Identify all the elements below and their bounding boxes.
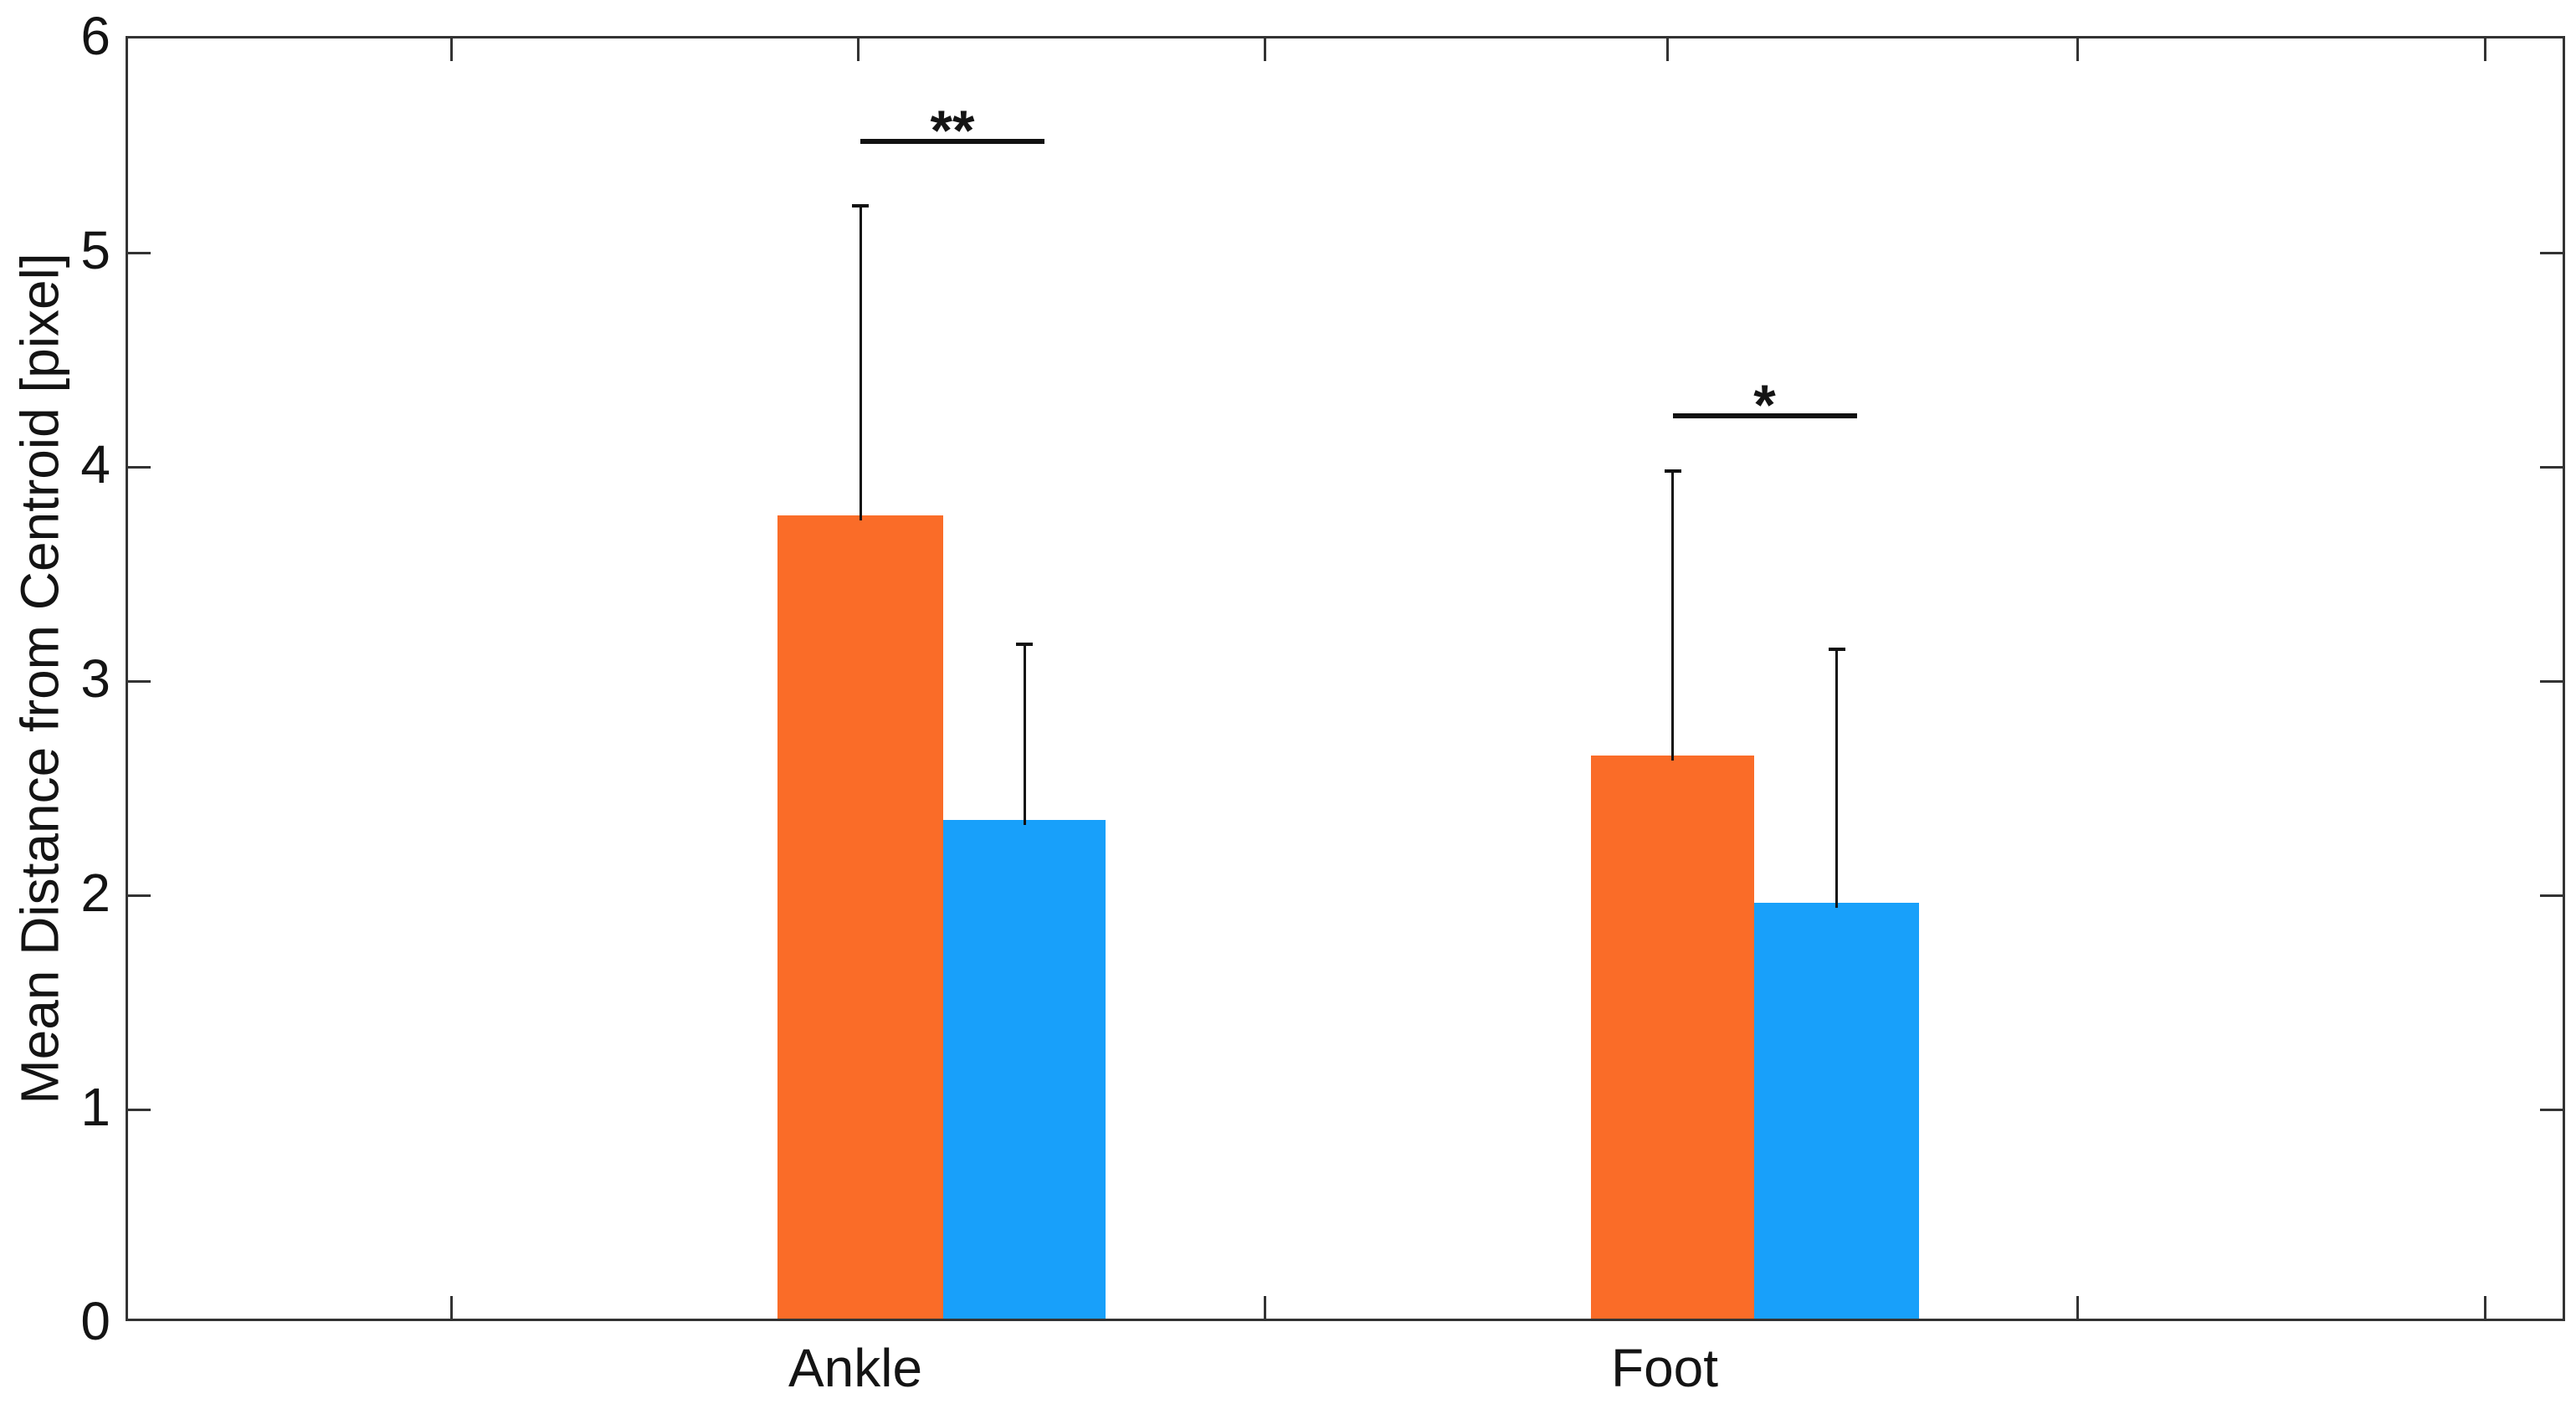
x-tick-label-foot: Foot (1610, 1338, 1719, 1398)
bar-ankle-orange (777, 515, 943, 1319)
y-tick-left-3 (128, 680, 151, 683)
x-tick-labels: Ankle Foot (126, 1341, 2565, 1408)
errorbar-ankle-blue (1023, 644, 1026, 825)
x-tick-bottom-2 (1264, 1296, 1266, 1319)
errorbar-cap-ankle-orange (852, 203, 869, 207)
errorbar-foot-orange (1671, 471, 1674, 761)
significance-line-ankle (860, 139, 1044, 145)
y-tick-right-3 (2540, 680, 2563, 683)
errorbar-ankle-orange (859, 205, 862, 520)
significance-line-foot (1672, 413, 1857, 418)
x-tick-bottom-5 (2484, 1296, 2486, 1319)
y-tick-right-4 (2540, 466, 2563, 469)
y-tick-left-1 (128, 1109, 151, 1111)
y-tick-label-0: 0 (80, 1291, 110, 1351)
y-tick-label-5: 5 (80, 220, 110, 280)
significance-label-foot: * (1753, 373, 1776, 437)
x-tick-bottom-4 (2076, 1296, 2079, 1319)
y-tick-left-4 (128, 466, 151, 469)
errorbar-foot-blue (1835, 648, 1838, 909)
x-tick-label-ankle: Ankle (788, 1338, 923, 1398)
y-tick-label-2: 2 (80, 863, 110, 923)
x-tick-top-5 (2484, 38, 2486, 61)
x-tick-bottom-0 (450, 1296, 453, 1319)
x-tick-top-1 (857, 38, 860, 61)
errorbar-cap-foot-orange (1664, 469, 1681, 474)
errorbar-cap-foot-blue (1828, 647, 1845, 651)
x-tick-top-2 (1264, 38, 1266, 61)
bar-foot-orange (1591, 755, 1754, 1319)
x-tick-top-3 (1666, 38, 1669, 61)
bar-ankle-blue (943, 819, 1106, 1319)
y-tick-label-1: 1 (80, 1077, 110, 1137)
plot-area: ** * (126, 36, 2565, 1321)
significance-label-ankle: ** (930, 99, 975, 163)
x-tick-top-4 (2076, 38, 2079, 61)
x-tick-top-0 (450, 38, 453, 61)
bar-foot-blue (1754, 903, 1919, 1319)
y-tick-label-3: 3 (80, 648, 110, 709)
y-tick-label-6: 6 (80, 6, 110, 66)
y-tick-left-5 (128, 252, 151, 254)
errorbar-cap-ankle-blue (1016, 643, 1033, 647)
y-tick-left-2 (128, 894, 151, 897)
y-tick-right-5 (2540, 252, 2563, 254)
y-tick-right-2 (2540, 894, 2563, 897)
y-tick-right-1 (2540, 1109, 2563, 1111)
y-tick-label-4: 4 (80, 434, 110, 494)
y-tick-labels: 0 1 2 3 4 5 6 (0, 9, 110, 1348)
